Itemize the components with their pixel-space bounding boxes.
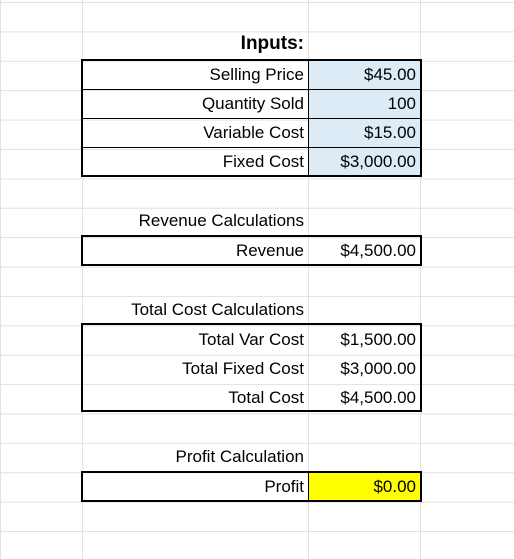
profit-value-cell[interactable]: $0.00 xyxy=(308,473,420,501)
inputs-row-divider xyxy=(82,118,421,119)
inputs-row-divider xyxy=(82,89,421,90)
selling-price-value-cell[interactable]: $45.00 xyxy=(308,61,420,89)
revenue-label-cell[interactable]: Revenue xyxy=(235,241,304,260)
total-cost-calculations-header[interactable]: Total Cost Calculations xyxy=(131,300,304,319)
column-gridline xyxy=(420,0,421,559)
column-gridline xyxy=(82,0,83,559)
variable-cost-value-cell[interactable]: $15.00 xyxy=(308,119,420,147)
fixed-cost-label-cell[interactable]: Fixed Cost xyxy=(222,152,304,171)
quantity-sold-value-cell[interactable]: 100 xyxy=(308,90,420,118)
variable-cost-label-cell[interactable]: Variable Cost xyxy=(203,123,304,142)
inputs-header[interactable]: Inputs: xyxy=(240,33,304,54)
profit-column-divider xyxy=(308,472,309,501)
total-cost-value-cell[interactable]: $4,500.00 xyxy=(340,388,416,407)
total-var-cost-value-cell[interactable]: $1,500.00 xyxy=(340,330,416,349)
column-gridline xyxy=(308,0,309,559)
total-fixed-cost-label-cell[interactable]: Total Fixed Cost xyxy=(182,359,304,378)
profit-calculation-header[interactable]: Profit Calculation xyxy=(175,447,304,466)
revenue-table-border xyxy=(81,235,422,266)
selling-price-label-cell[interactable]: Selling Price xyxy=(209,65,305,84)
quantity-sold-label-cell[interactable]: Quantity Sold xyxy=(201,94,304,113)
profit-label-cell[interactable]: Profit xyxy=(264,477,304,496)
total-cost-table-border xyxy=(81,323,422,412)
profit-table-border xyxy=(81,471,422,502)
total-var-cost-label-cell[interactable]: Total Var Cost xyxy=(198,330,304,349)
revenue-value-cell[interactable]: $4,500.00 xyxy=(340,241,416,260)
revenue-calculations-header[interactable]: Revenue Calculations xyxy=(138,211,304,230)
fixed-cost-value-cell[interactable]: $3,000.00 xyxy=(308,148,420,176)
inputs-row-divider xyxy=(82,147,421,148)
total-fixed-cost-value-cell[interactable]: $3,000.00 xyxy=(340,359,416,378)
total-cost-label-cell[interactable]: Total Cost xyxy=(228,388,304,407)
